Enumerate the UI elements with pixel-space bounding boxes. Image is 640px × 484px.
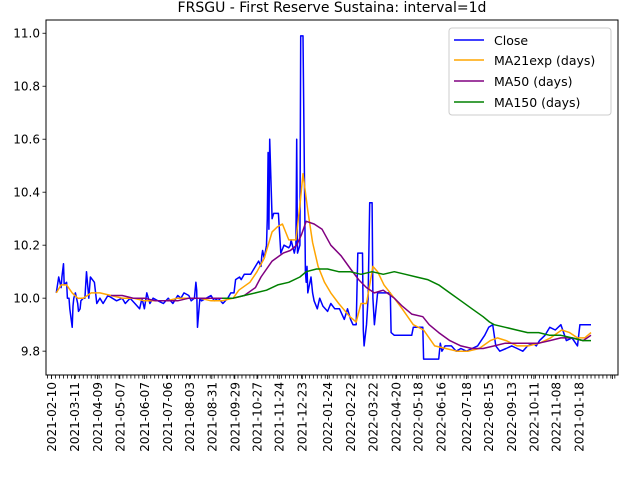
x-tick-label: 2022-02-22 bbox=[344, 382, 358, 452]
x-tick-label: 2022-11-08 bbox=[550, 382, 564, 452]
legend-entry-ma50: MA50 (days) bbox=[454, 74, 572, 89]
x-tick-label: 2021-01-18 bbox=[573, 382, 587, 452]
y-tick-label: 10.0 bbox=[13, 292, 40, 306]
x-tick-label: 2021-09-29 bbox=[228, 382, 242, 452]
y-tick-label: 10.2 bbox=[13, 239, 40, 253]
x-tick-label: 2021-06-07 bbox=[138, 382, 152, 452]
x-tick-label: 2021-08-31 bbox=[205, 382, 219, 452]
legend-label-ma150: MA150 (days) bbox=[494, 95, 580, 110]
legend-label-ma21exp: MA21exp (days) bbox=[494, 53, 595, 68]
legend-label-ma50: MA50 (days) bbox=[494, 74, 572, 89]
x-tick-label: 2021-02-10 bbox=[45, 382, 59, 452]
x-tick-label: 2021-07-06 bbox=[161, 382, 175, 452]
series-line-ma150-days bbox=[222, 268, 591, 342]
plot-area-frame bbox=[45, 19, 619, 376]
x-tick-label: 2021-05-07 bbox=[113, 382, 127, 452]
x-tick-label: 2022-09-13 bbox=[505, 382, 519, 452]
series-lines bbox=[55, 35, 592, 360]
x-tick-label: 2022-04-20 bbox=[389, 382, 403, 452]
legend-box bbox=[448, 27, 612, 116]
y-tick-label: 10.6 bbox=[13, 133, 40, 147]
x-tick-label: 2021-08-03 bbox=[183, 382, 197, 452]
x-tick-label: 2021-03-11 bbox=[68, 382, 82, 452]
x-tick-label: 2022-01-24 bbox=[321, 382, 335, 452]
x-tick-label: 2022-08-15 bbox=[482, 382, 496, 452]
x-tick-label: 2021-11-24 bbox=[273, 382, 287, 452]
y-tick-label: 9.8 bbox=[21, 345, 40, 359]
x-tick-label: 2021-10-27 bbox=[251, 382, 265, 452]
y-axis: 9.8 10.0 10.2 10.4 10.6 10.8 11.0 bbox=[13, 27, 46, 359]
x-tick-label: 2021-12-23 bbox=[296, 382, 310, 452]
y-tick-label: 11.0 bbox=[13, 27, 40, 41]
y-tick-label: 10.8 bbox=[13, 80, 40, 94]
series-line-close bbox=[55, 35, 591, 360]
series-line-ma50-days bbox=[111, 220, 592, 350]
y-tick-label: 10.4 bbox=[13, 186, 40, 200]
legend-entry-ma150: MA150 (days) bbox=[454, 95, 580, 110]
series-line-ma21exp-days bbox=[55, 172, 592, 352]
x-tick-label: 2021-04-09 bbox=[91, 382, 105, 452]
x-tick-label: 2022-05-18 bbox=[412, 382, 426, 452]
chart-title: FRSGU - First Reserve Sustaina: interval… bbox=[178, 0, 487, 16]
x-tick-label: 2022-07-18 bbox=[460, 382, 474, 452]
legend: Close MA21exp (days) MA50 (days) MA150 (… bbox=[448, 27, 612, 116]
x-axis: 2021-02-10 2021-03-11 2021-04-09 2021-05-07… bbox=[45, 375, 616, 452]
x-tick-label: 2022-03-22 bbox=[366, 382, 380, 452]
legend-entry-ma21exp: MA21exp (days) bbox=[454, 53, 595, 68]
x-tick-label: 2022-10-11 bbox=[527, 382, 541, 452]
x-tick-label: 2022-06-16 bbox=[435, 382, 449, 452]
legend-label-close: Close bbox=[494, 33, 528, 48]
legend-entry-close: Close bbox=[454, 33, 528, 48]
